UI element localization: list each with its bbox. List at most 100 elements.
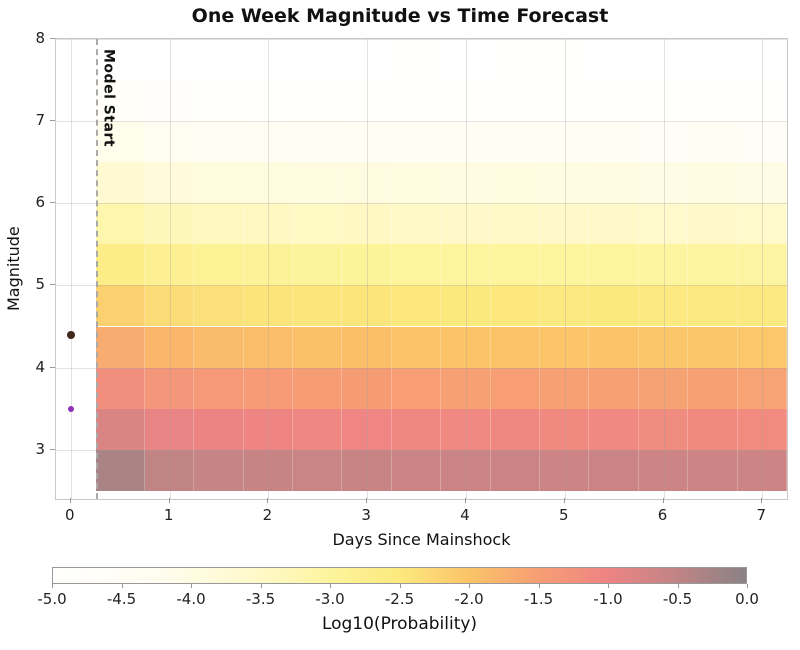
heatmap-cell	[737, 285, 787, 327]
heatmap-cell	[688, 80, 738, 122]
heatmap-cell	[243, 121, 294, 163]
colorbar-tick-mark	[121, 584, 123, 588]
colorbar-tick-mark	[747, 584, 748, 588]
heatmap-cell	[589, 121, 639, 163]
colorbar-tick-label: -1.0	[593, 590, 623, 608]
heatmap-cell	[194, 408, 244, 450]
heatmap-cell	[490, 408, 541, 450]
heatmap-cell	[144, 449, 195, 491]
heatmap-cell	[144, 285, 195, 327]
heatmap-cell	[688, 449, 738, 491]
y-axis-label: Magnitude	[4, 226, 23, 312]
heatmap-cell	[441, 285, 491, 327]
colorbar-label: Log10(Probability)	[321, 614, 478, 634]
heatmap-cell	[540, 39, 590, 81]
heatmap-cell	[441, 80, 491, 122]
heatmap-cell	[391, 408, 442, 450]
y-tick-label: 3	[35, 439, 45, 458]
colorbar-tick-mark	[330, 584, 331, 588]
heatmap-plot: Model Start	[55, 38, 788, 500]
x-tick-label: 2	[262, 506, 273, 524]
heatmap-cell	[391, 80, 442, 122]
heatmap-cell	[490, 449, 541, 491]
heatmap-cell	[589, 449, 639, 491]
heatmap-cell	[540, 203, 590, 245]
heatmap-cell	[95, 203, 145, 245]
heatmap-cell	[95, 285, 145, 327]
heatmap-cell	[194, 285, 244, 327]
heatmap-cell	[194, 449, 244, 491]
heatmap-cell	[194, 244, 244, 286]
heatmap-cell	[391, 285, 442, 327]
x-tick-mark	[267, 498, 269, 503]
heatmap-cell	[293, 162, 343, 204]
heatmap-cell	[688, 367, 738, 409]
heatmap-cell	[342, 285, 392, 327]
heatmap-cell	[589, 203, 639, 245]
heatmap-cell	[194, 39, 244, 81]
colorbar-tick-mark	[399, 584, 401, 588]
heatmap-cell	[293, 39, 343, 81]
heatmap-cell	[688, 203, 738, 245]
heatmap-cell	[342, 326, 392, 368]
colorbar-tick-label: 0.0	[735, 590, 759, 608]
x-tick-label: 7	[756, 506, 767, 524]
heatmap-cell	[342, 408, 392, 450]
colorbar-tick-mark	[191, 584, 192, 588]
heatmap-cell	[589, 408, 639, 450]
y-tick-label: 6	[35, 193, 45, 212]
colorbar-tick-label: -4.0	[176, 590, 206, 608]
x-tick-mark	[366, 498, 368, 503]
x-tick-mark	[761, 498, 763, 503]
colorbar-tick-mark	[469, 584, 470, 588]
heatmap-cell	[144, 203, 195, 245]
heatmap-cell	[391, 367, 442, 409]
model-start-line	[95, 39, 98, 499]
x-tick-label: 3	[361, 506, 371, 524]
y-tick-mark	[50, 366, 55, 368]
x-tick-label: 5	[558, 506, 569, 524]
heatmap-cell	[194, 121, 244, 163]
heatmap-cell	[144, 162, 195, 204]
heatmap-cell	[243, 80, 294, 122]
heatmap-cell	[293, 326, 343, 368]
heatmap-cell	[737, 326, 787, 368]
heatmap-cell	[243, 203, 294, 245]
heatmap-cell	[589, 326, 639, 368]
heatmap-cell	[342, 367, 392, 409]
x-tick-label: 0	[65, 506, 75, 524]
x-tick-mark	[168, 498, 170, 503]
heatmap-cell	[144, 121, 195, 163]
x-tick-label: 4	[460, 506, 470, 524]
colorbar-tick-mark	[677, 584, 679, 588]
heatmap-cell	[638, 285, 689, 327]
heatmap-cell	[688, 39, 738, 81]
heatmap-cell	[194, 367, 244, 409]
heatmap-cell	[144, 80, 195, 122]
x-tick-label: 1	[163, 506, 174, 524]
heatmap-cell	[243, 285, 294, 327]
heatmap-cell	[441, 367, 491, 409]
heatmap-cell	[243, 326, 294, 368]
heatmap-cell	[490, 367, 541, 409]
heatmap-cell	[95, 449, 145, 491]
heatmap-cell	[441, 244, 491, 286]
heatmap-cell	[243, 408, 294, 450]
colorbar-tick-label: -0.5	[662, 590, 693, 608]
heatmap-cell	[293, 80, 343, 122]
heatmap-cell	[540, 80, 590, 122]
heatmap-cell	[589, 80, 639, 122]
heatmap-cell	[490, 285, 541, 327]
heatmap-cell	[293, 244, 343, 286]
colorbar-tick-label: -2.5	[384, 590, 415, 608]
heatmap-cell	[441, 39, 491, 81]
heatmap-cell	[589, 244, 639, 286]
heatmap-cell	[95, 80, 145, 122]
heatmap-cell	[243, 162, 294, 204]
heatmap-cell	[688, 408, 738, 450]
heatmap-cell	[194, 80, 244, 122]
heatmap-cell	[540, 326, 590, 368]
heatmap-cell	[540, 244, 590, 286]
heatmap-cell	[589, 162, 639, 204]
